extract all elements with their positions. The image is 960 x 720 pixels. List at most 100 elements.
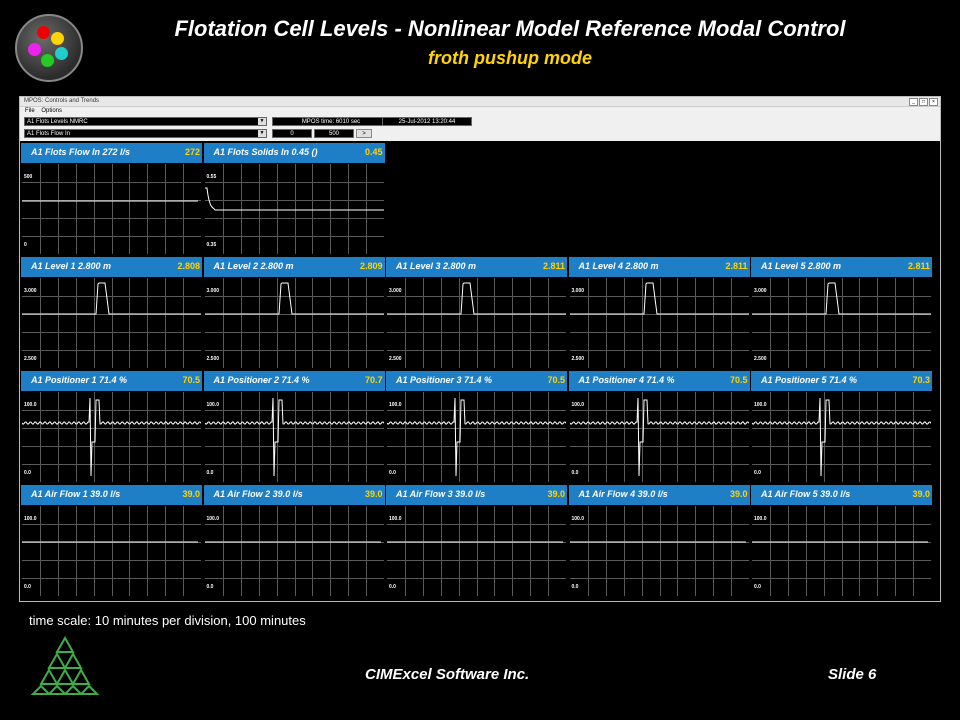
trend-panel-header: A1 Level 2 2.800 m 2.809 <box>203 257 385 277</box>
y-max-label: 100.0 <box>24 516 37 522</box>
trend-grid: A1 Flots Flow In 272 l/s 272 500 0 A1 Flots … <box>20 141 940 601</box>
trend-plot: 100.0 0.0 <box>569 506 749 596</box>
company-name: CIMExcel Software Inc. <box>365 666 530 683</box>
trend-current-value: 2.811 <box>907 261 930 271</box>
trend-plot: 3.000 2.500 <box>22 278 201 368</box>
menu-options[interactable]: Options <box>41 108 63 114</box>
trend-panel-header: A1 Positioner 5 71.4 % 70.3 <box>751 371 932 391</box>
trend-panel-header: A1 Air Flow 5 39.0 l/s 39.0 <box>751 485 932 505</box>
trend-current-value: 0.45 <box>364 147 383 157</box>
trend-line <box>387 397 566 477</box>
trend-select[interactable]: A1 Flots Flow In ▼ <box>24 129 267 138</box>
y-max-label: 100.0 <box>24 402 37 408</box>
trend-chart <box>204 392 384 482</box>
trend-plot: 100.0 0.0 <box>22 392 201 482</box>
trend-current-value: 70.3 <box>912 375 930 385</box>
y-min-label: 0.35 <box>206 242 217 248</box>
y-max-label: 100.0 <box>571 402 585 408</box>
trend-panel[interactable]: A1 Level 4 2.800 m 2.811 3.000 2.500 <box>568 257 750 369</box>
trend-line <box>22 282 201 315</box>
trend-label: A1 Level 5 2.800 m <box>761 261 842 271</box>
trend-panel[interactable]: A1 Air Flow 1 39.0 l/s 39.0 100.0 0.0 <box>21 485 202 597</box>
trend-plot: 3.000 2.500 <box>204 278 384 368</box>
y-max-label: 3.000 <box>571 288 585 294</box>
trend-line <box>204 397 384 477</box>
y-max-label: 3.000 <box>389 288 402 294</box>
datetime-display: 25-Jul-2012 13:20:44 <box>382 117 472 126</box>
y-max-label: 0.55 <box>206 174 217 180</box>
trend-panel[interactable]: A1 Positioner 3 71.4 % 70.5 100.0 0.0 <box>386 371 567 483</box>
trend-chart <box>204 506 384 596</box>
trend-line <box>22 397 201 477</box>
trend-panel[interactable]: A1 Positioner 4 71.4 % 70.5 100.0 0.0 <box>568 371 750 483</box>
trend-chart <box>387 506 566 596</box>
trend-current-value: 70.5 <box>547 375 565 385</box>
chevron-down-icon[interactable]: ▼ <box>258 118 266 125</box>
span-field[interactable]: 500 <box>314 129 354 138</box>
start-field[interactable]: 0 <box>272 129 312 138</box>
y-max-label: 100.0 <box>389 402 402 408</box>
trend-plot: 100.0 0.0 <box>387 392 566 482</box>
y-min-label: 0.0 <box>24 584 31 590</box>
slide-title: Flotation Cell Levels - Nonlinear Model … <box>174 16 846 41</box>
trend-panel[interactable]: A1 Flots Flow In 272 l/s 272 500 0 <box>21 143 202 255</box>
trend-line <box>752 282 931 315</box>
trend-current-value: 39.0 <box>364 489 383 499</box>
trend-current-value: 70.5 <box>729 375 748 385</box>
trend-panel[interactable]: A1 Air Flow 4 39.0 l/s 39.0 100.0 0.0 <box>568 485 750 597</box>
triangle-logo-icon <box>30 636 100 695</box>
trend-panel[interactable]: A1 Positioner 2 71.4 % 70.7 100.0 0.0 <box>203 371 385 483</box>
trend-current-value: 39.0 <box>547 489 565 499</box>
trend-current-value: 39.0 <box>182 489 200 499</box>
trend-panel[interactable]: A1 Level 2 2.800 m 2.809 3.000 2.500 <box>203 257 385 369</box>
close-icon[interactable]: × <box>929 98 938 106</box>
trend-panel[interactable]: A1 Level 5 2.800 m 2.811 3.000 2.500 <box>751 257 932 369</box>
trend-current-value: 2.811 <box>542 261 565 271</box>
trend-panel[interactable]: A1 Flots Solids In 0.45 () 0.45 0.55 0.35 <box>203 143 385 255</box>
y-max-label: 3.000 <box>754 288 767 294</box>
y-min-label: 2.500 <box>24 356 37 362</box>
y-min-label: 0.0 <box>571 470 579 476</box>
trend-chart <box>387 392 566 482</box>
y-max-label: 100.0 <box>754 516 767 522</box>
trend-panel[interactable]: A1 Level 1 2.800 m 2.808 3.000 2.500 <box>21 257 202 369</box>
slide-number: Slide 6 <box>828 666 877 683</box>
trend-panel[interactable]: A1 Air Flow 3 39.0 l/s 39.0 100.0 0.0 <box>386 485 567 597</box>
trend-panel[interactable]: A1 Level 3 2.800 m 2.811 3.000 2.500 <box>386 257 567 369</box>
maximize-icon[interactable]: □ <box>919 98 928 106</box>
y-min-label: 0.0 <box>24 470 31 476</box>
controls-select[interactable]: A1 Flots Levels NMRC ▼ <box>24 117 267 126</box>
trend-panel[interactable]: A1 Air Flow 5 39.0 l/s 39.0 100.0 0.0 <box>751 485 932 597</box>
trend-panel-header: A1 Level 3 2.800 m 2.811 <box>386 257 567 277</box>
y-min-label: 0.0 <box>389 470 396 476</box>
trend-plot: 100.0 0.0 <box>752 506 931 596</box>
trend-label: A1 Air Flow 3 39.0 l/s <box>396 489 486 499</box>
trend-panel-header: A1 Air Flow 4 39.0 l/s 39.0 <box>568 485 750 505</box>
trend-panel[interactable]: A1 Positioner 5 71.4 % 70.3 100.0 0.0 <box>751 371 932 483</box>
trend-label: A1 Positioner 4 71.4 % <box>578 375 675 385</box>
menu-file[interactable]: File <box>25 108 35 114</box>
trend-panel-header: A1 Level 1 2.800 m 2.808 <box>21 257 202 277</box>
trend-plot: 3.000 2.500 <box>752 278 931 368</box>
trend-current-value: 39.0 <box>912 489 930 499</box>
time-scale-note: time scale: 10 minutes per division, 100… <box>29 613 306 628</box>
trend-plot: 100.0 0.0 <box>569 392 749 482</box>
chevron-down-icon[interactable]: ▼ <box>258 130 266 137</box>
menu-bar: File Options <box>20 107 940 115</box>
trend-line <box>204 282 384 315</box>
trend-select-value: A1 Flots Flow In <box>27 131 71 137</box>
trend-chart <box>204 278 384 368</box>
trend-chart <box>22 278 201 368</box>
trend-chart <box>569 392 749 482</box>
trend-label: A1 Positioner 5 71.4 % <box>761 375 858 385</box>
trend-chart <box>387 278 566 368</box>
trend-current-value: 2.809 <box>359 261 383 271</box>
slide-subtitle: froth pushup mode <box>428 48 592 68</box>
trend-line <box>569 397 749 477</box>
trend-panel[interactable]: A1 Positioner 1 71.4 % 70.5 100.0 0.0 <box>21 371 202 483</box>
minimize-icon[interactable]: _ <box>909 98 918 106</box>
controls-select-value: A1 Flots Levels NMRC <box>27 119 88 125</box>
next-button[interactable]: > <box>356 129 372 138</box>
trend-panel[interactable]: A1 Air Flow 2 39.0 l/s 39.0 100.0 0.0 <box>203 485 385 597</box>
trend-label: A1 Flots Flow In 272 l/s <box>31 147 131 157</box>
